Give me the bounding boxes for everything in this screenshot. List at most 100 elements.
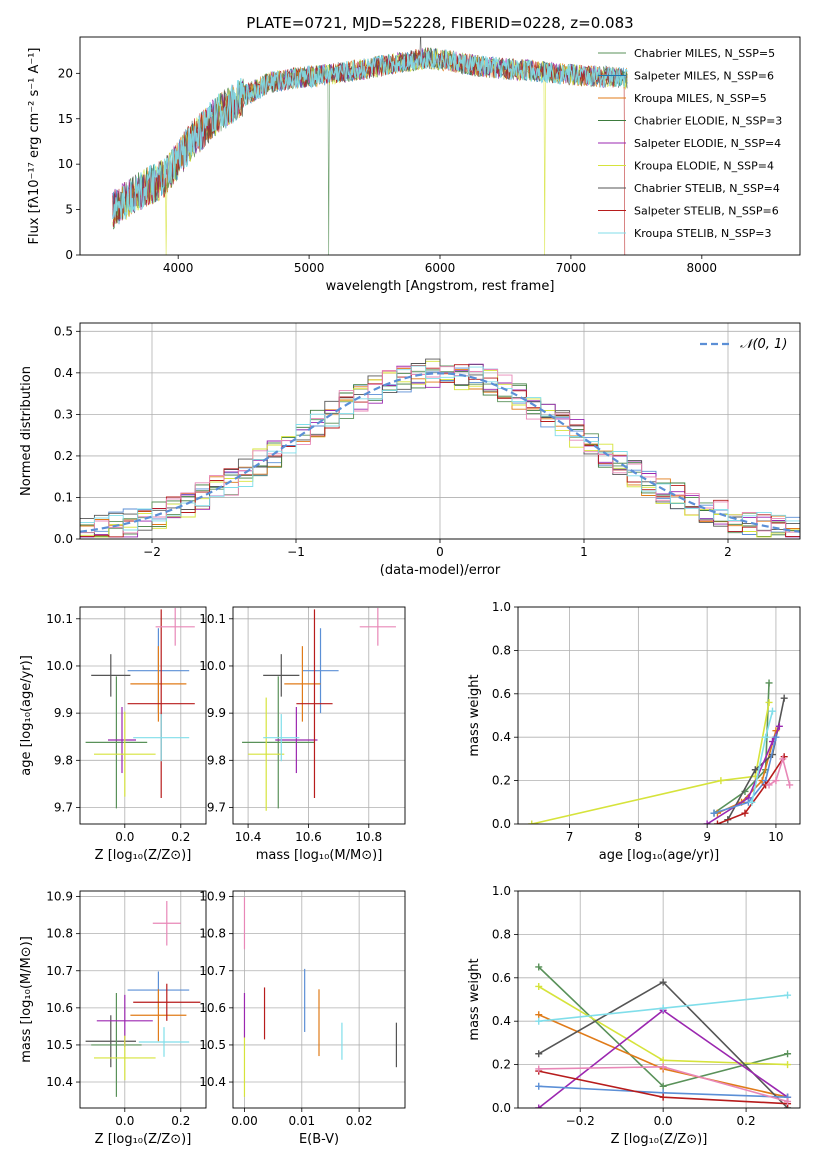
mass_weight_vs_age-marker — [717, 777, 725, 785]
spectrum-series-line — [112, 47, 628, 255]
residuals-xtick-label: 2 — [724, 545, 732, 559]
mass_weight_vs_age-series-line — [717, 756, 785, 824]
mass_vs_Z-ytick-label: 10.5 — [46, 1038, 73, 1052]
mass_weight_vs_age-xtick-label: 10 — [768, 830, 783, 844]
mass_vs_Z-ytick-label: 10.4 — [46, 1075, 73, 1089]
mass_vs_Z-ylabel: mass [log₁₀(M/M⊙)] — [19, 936, 34, 1063]
residual-histogram-step — [80, 365, 800, 533]
residuals-xtick-label: 0 — [436, 545, 444, 559]
age_vs_Z-errorbar-point — [91, 654, 131, 697]
mass_weight_vs_Z-marker — [535, 1082, 543, 1090]
mass_weight_vs_age-plot — [528, 679, 794, 824]
spectrum-legend-label: Salpeter ELODIE, N_SSP=4 — [634, 137, 781, 150]
spectrum-ytick-label: 5 — [65, 203, 73, 217]
spectrum-legend-label: Salpeter MILES, N_SSP=6 — [634, 70, 774, 83]
age_vs_Z-errorbar-point — [108, 707, 136, 774]
spectrum-legend-label: Chabrier ELODIE, N_SSP=3 — [634, 115, 782, 128]
mass_weight_vs_age-xtick-label: 7 — [566, 830, 574, 844]
age_vs_mass-xlabel: mass [log₁₀(M/M⊙)] — [256, 848, 383, 863]
spectrum-xlabel: wavelength [Angstrom, rest frame] — [326, 279, 555, 294]
age_vs_Z-errorbar-point — [155, 607, 195, 646]
spectrum-axes: 4000 5000 6000 7000 8000 0 5 10 15 20 wavelength [… — [27, 36, 801, 294]
age_vs_mass-ytick-label: 9.8 — [207, 753, 226, 767]
age_vs_mass-plot — [242, 607, 396, 811]
mass_weight_vs_Z-marker — [659, 1082, 667, 1090]
mass_vs_EBV-plot — [243, 897, 397, 1097]
age_vs_Z-ylabel: age [log₁₀(age/yr)] — [19, 655, 34, 776]
mass_vs_EBV-xtick-label: 0.02 — [346, 1114, 373, 1128]
mass_weight_vs_Z-marker — [535, 1050, 543, 1058]
residuals-ytick-label: 0.3 — [54, 407, 73, 421]
residuals-axes: −2 −1 0 1 2 0.0 0.1 0.2 0.3 0.4 0.5 (data-model)/er… — [19, 322, 801, 578]
mass_vs_Z-frame — [79, 890, 207, 1109]
age_vs_mass-errorbar-point — [248, 697, 285, 811]
mass_weight_vs_age-ytick-label: 0.4 — [492, 730, 511, 744]
age_vs_Z-xlabel: Z [log₁₀(Z/Z⊙)] — [95, 848, 192, 863]
mass_weight_vs_age-marker — [765, 698, 773, 706]
mass_weight_vs_age-marker — [779, 755, 787, 763]
spectrum-ytick-label: 0 — [65, 248, 73, 262]
gaussian-reference-curve — [80, 372, 800, 533]
mass_weight_vs_age-ylabel: mass weight — [467, 674, 482, 756]
mass_weight_vs_Z-marker — [659, 1056, 667, 1064]
mass_weight_vs_Z-ylabel: mass weight — [467, 958, 482, 1040]
spectrum-legend-label: Chabrier STELIB, N_SSP=4 — [634, 182, 780, 195]
mass_weight_vs_age-xtick-label: 8 — [635, 830, 643, 844]
residuals-xtick-label: 1 — [580, 545, 588, 559]
residuals-plot — [80, 358, 800, 538]
mass_vs_Z-errorbar-point — [152, 901, 181, 946]
mass_vs_EBV-ytick-label: 10.5 — [199, 1038, 226, 1052]
mass_vs_Z-xlabel: Z [log₁₀(Z/Z⊙)] — [95, 1132, 192, 1147]
spectrum-xtick-label: 6000 — [425, 261, 456, 275]
mass_vs_Z-xtick-label: 0.0 — [115, 1114, 134, 1128]
mass_weight_vs_Z-marker — [535, 982, 543, 990]
age_vs_Z-errorbar-point — [94, 711, 156, 797]
age_vs_mass-ytick-label: 10.1 — [199, 612, 226, 626]
mass_weight_vs_age-marker — [780, 694, 788, 702]
mass_weight_vs_Z-ytick-label: 0.6 — [492, 971, 511, 985]
mass_weight_vs_age-ytick-label: 0.0 — [492, 817, 511, 831]
mass_weight_vs_age-axes: 7 8 9 10 0.0 0.2 0.4 0.6 0.8 1.0 age [log₁₀(age/yr… — [467, 600, 801, 863]
age_vs_mass-errorbar-point — [263, 714, 300, 762]
mass_weight_vs_age-marker — [741, 809, 749, 817]
mass_weight_vs_age-marker — [775, 722, 783, 730]
spectrum-legend-label: Kroupa ELODIE, N_SSP=4 — [634, 160, 774, 173]
residuals-ytick-label: 0.2 — [54, 449, 73, 463]
age_vs_mass-frame — [232, 606, 406, 825]
residuals-xtick-label: −1 — [287, 545, 305, 559]
spectrum-plot — [112, 37, 628, 255]
mass_weight_vs_age-marker — [772, 777, 780, 785]
mass_weight_vs_age-marker — [762, 733, 770, 741]
age_vs_Z-ytick-label: 10.1 — [46, 612, 73, 626]
age_vs_Z-xtick-label: 0.2 — [171, 830, 190, 844]
mass_weight_vs_age-marker — [528, 820, 536, 824]
mass_vs_Z-xtick-label: 0.2 — [171, 1114, 190, 1128]
mass_vs_Z-errorbar-point — [138, 1027, 190, 1057]
spectrum-frame — [79, 36, 801, 256]
age_vs_mass-errorbar-point — [302, 628, 339, 714]
age_vs_mass-xtick-label: 10.4 — [235, 830, 262, 844]
age_vs_mass-xtick-label: 10.6 — [295, 830, 322, 844]
age_vs_Z-ytick-label: 9.9 — [54, 706, 73, 720]
mass_weight_vs_Z-xtick-label: −0.2 — [566, 1114, 595, 1128]
mass_vs_EBV-xlabel: E(B-V) — [299, 1132, 339, 1147]
mass_weight_vs_age-marker — [768, 707, 776, 715]
mass_weight_vs_Z-ytick-label: 0.8 — [492, 927, 511, 941]
mass_weight_vs_Z-marker — [659, 1063, 667, 1071]
mass_weight_vs_age-marker — [751, 766, 759, 774]
mass_vs_EBV-frame — [232, 890, 406, 1109]
mass_weight_vs_age-marker — [765, 679, 773, 687]
age_vs_mass-ytick-label: 10.0 — [199, 659, 226, 673]
mass_weight_vs_Z-xtick-label: 0.2 — [737, 1114, 756, 1128]
age_vs_mass-axes: 10.4 10.6 10.8 9.7 9.8 9.9 10.0 10.1 mass [log₁₀… — [199, 606, 406, 863]
mass_vs_EBV-ytick-label: 10.4 — [199, 1075, 226, 1089]
mass_weight_vs_age-marker — [713, 820, 721, 824]
mass_vs_Z-plot — [85, 901, 201, 1097]
mass_weight_vs_Z-marker — [659, 1004, 667, 1012]
mass_vs_EBV-axes: 0.00 0.01 0.02 10.4 10.5 10.6 10.7 10.8 10.9 E(B-… — [199, 890, 406, 1147]
mass_vs_EBV-ytick-label: 10.6 — [199, 1001, 226, 1015]
residual-legend-label: 𝒩(0, 1) — [740, 337, 787, 352]
mass_weight_vs_Z-ytick-label: 0.0 — [492, 1101, 511, 1115]
age_vs_mass-errorbar-point — [359, 607, 396, 646]
